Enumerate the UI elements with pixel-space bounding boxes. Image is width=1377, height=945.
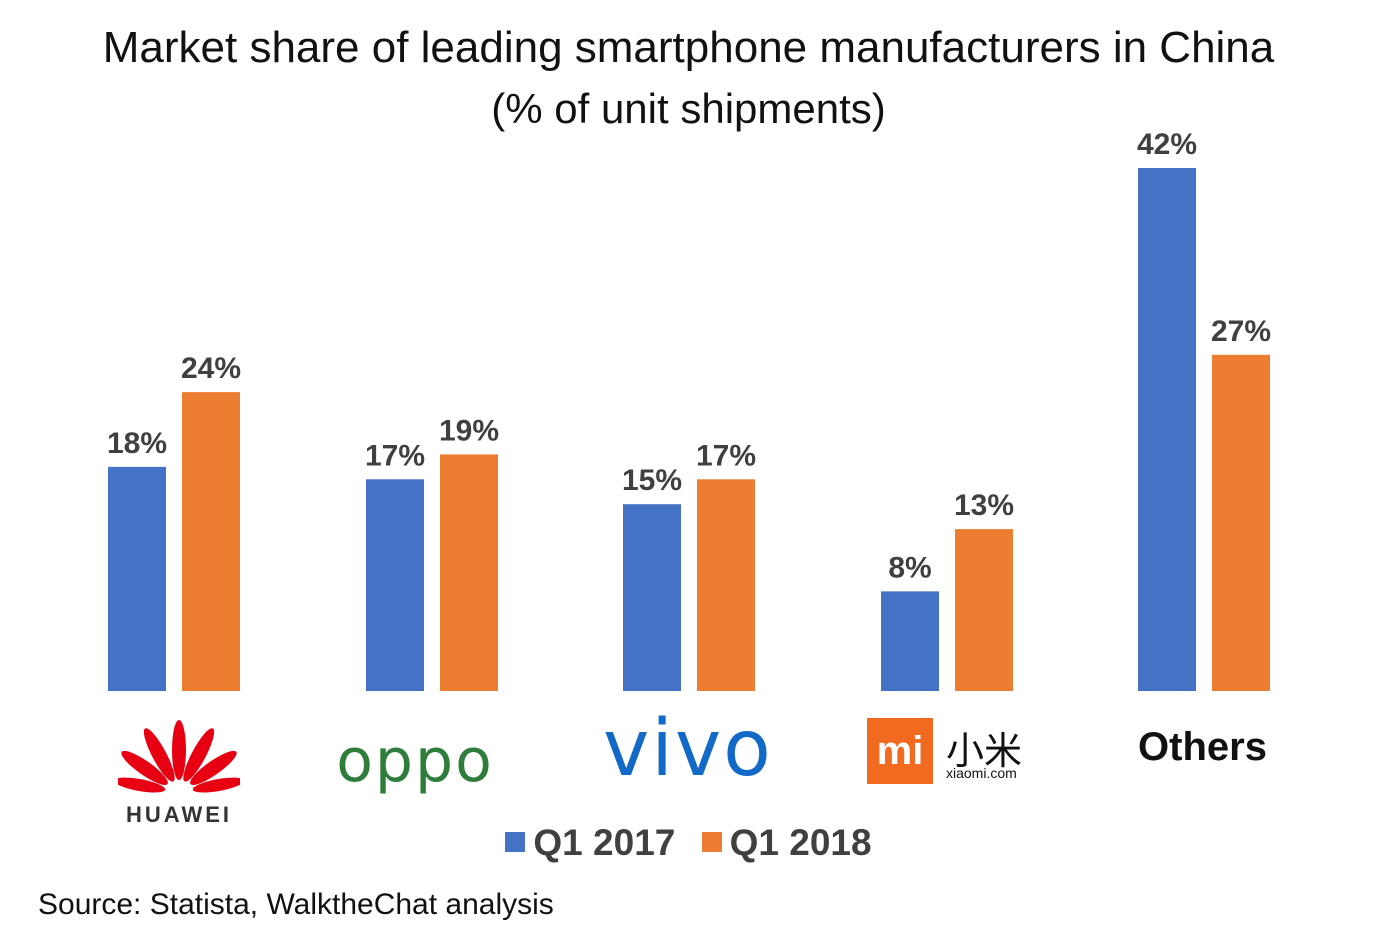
legend-label-q1-2017: Q1 2017 [533,822,676,863]
data-label-xiaomi-q1-2017: 8% [888,551,931,584]
data-label-oppo-q1-2018: 19% [439,414,499,447]
bar-vivo-q1-2018 [697,479,755,691]
bar-vivo-q1-2017 [623,504,681,691]
xiaomi-domain: xiaomi.com [946,765,1017,781]
vivo-logo: vivo [603,704,773,794]
data-label-vivo-q1-2018: 17% [696,439,756,472]
bar-xiaomi-q1-2018 [955,529,1013,691]
data-label-others-q1-2018: 27% [1211,315,1271,348]
data-label-xiaomi-q1-2018: 13% [954,489,1014,522]
data-label-huawei-q1-2018: 24% [181,352,241,385]
bar-oppo-q1-2018 [440,454,498,691]
chart-legend: Q1 2017 Q1 2018 [0,822,1377,864]
data-label-others-q1-2017: 42% [1137,128,1197,161]
legend-item-q1-2017: Q1 2017 [505,822,675,864]
category-label-others: Others [1138,725,1267,769]
data-label-oppo-q1-2017: 17% [365,439,425,472]
huawei-logo-icon [118,720,240,793]
legend-label-q1-2018: Q1 2018 [729,822,872,863]
legend-item-q1-2018: Q1 2018 [701,822,872,864]
bar-others-q1-2017 [1138,168,1196,691]
bar-huawei-q1-2018 [182,392,240,691]
bar-oppo-q1-2017 [366,479,424,691]
data-label-huawei-q1-2017: 18% [107,427,167,460]
xiaomi-mi-logo: mi [867,718,933,784]
bar-xiaomi-q1-2017 [881,591,939,691]
legend-swatch-q1-2017 [505,832,526,853]
oppo-logo: oppo [336,726,494,796]
xiaomi-chinese-name: 小米 [946,729,1023,773]
legend-swatch-q1-2018 [701,832,722,853]
huawei-wordmark: HUAWEI [126,802,232,827]
data-label-vivo-q1-2017: 15% [622,464,682,497]
bar-others-q1-2018 [1212,354,1270,691]
bar-huawei-q1-2017 [108,466,166,691]
source-note: Source: Statista, WalktheChat analysis [38,888,554,921]
chart-title: Market share of leading smartphone manuf… [102,23,1275,72]
chart-subtitle: (% of unit shipments) [491,85,886,132]
